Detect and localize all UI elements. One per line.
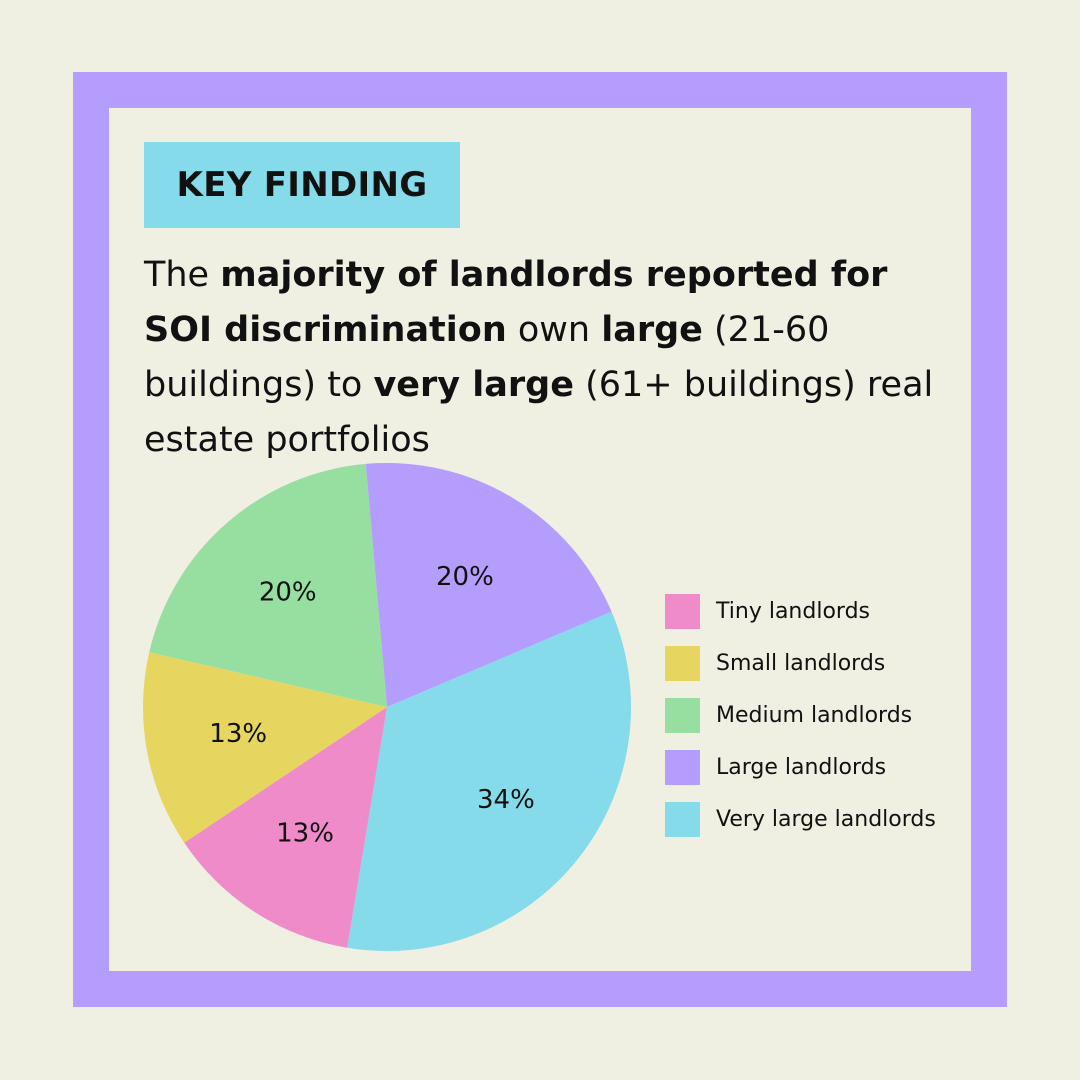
headline-part-3: (21-60 buildings) to: [144, 310, 830, 405]
headline-part-1: The: [144, 255, 221, 295]
key-finding-badge: KEY FINDING: [144, 142, 460, 228]
legend-item: Very large landlords: [665, 793, 936, 845]
headline-part-2: own: [506, 310, 602, 350]
legend-swatch: [665, 697, 700, 733]
legend-swatch: [665, 749, 700, 785]
legend-swatch: [665, 593, 700, 629]
legend-label: Medium landlords: [716, 702, 913, 728]
legend-label: Large landlords: [716, 754, 887, 780]
headline-bold-1: majority of landlords reported for SOI d…: [144, 255, 888, 350]
headline-bold-2: large: [601, 310, 703, 350]
chart-legend: Tiny landlords Small landlords Medium land…: [665, 585, 936, 845]
legend-item: Large landlords: [665, 741, 936, 793]
headline-text: The majority of landlords reported for S…: [144, 248, 944, 468]
legend-swatch: [665, 645, 700, 681]
legend-swatch: [665, 801, 700, 837]
legend-label: Tiny landlords: [716, 598, 870, 624]
legend-item: Medium landlords: [665, 689, 936, 741]
legend-item: Small landlords: [665, 637, 936, 689]
headline-part-4: (61+ buildings) real estate portfolios: [144, 365, 934, 460]
legend-item: Tiny landlords: [665, 585, 936, 637]
headline-bold-3: very large: [373, 365, 574, 405]
legend-label: Small landlords: [716, 650, 886, 676]
legend-label: Very large landlords: [716, 806, 936, 832]
key-finding-label: KEY FINDING: [176, 165, 428, 205]
